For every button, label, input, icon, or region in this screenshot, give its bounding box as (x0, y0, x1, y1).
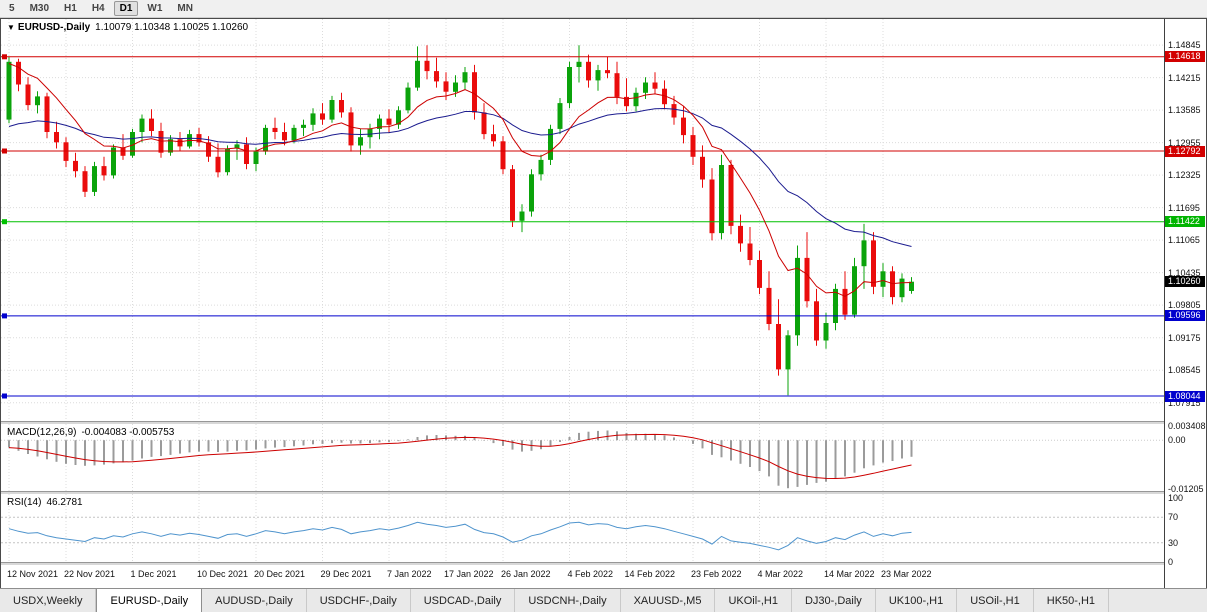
price-badge: 1.14618 (1165, 51, 1205, 63)
rsi-plot[interactable] (1, 494, 1164, 562)
date-label: 7 Jan 2022 (387, 569, 432, 579)
chart-tab-hk50-h1[interactable]: HK50-,H1 (1034, 589, 1110, 612)
timeframe-button-h4[interactable]: H4 (91, 3, 105, 14)
macd-indicator-panel[interactable]: MACD(12,26,9) -0.004083 -0.005753 (1, 424, 1164, 491)
chart-tab-usdcnh-daily[interactable]: USDCNH-,Daily (515, 589, 621, 612)
timeframe-button-d1[interactable]: D1 (113, 1, 139, 16)
chart-tab-usdx-weekly[interactable]: USDX,Weekly (0, 589, 97, 612)
date-label: 23 Feb 2022 (691, 569, 742, 579)
date-label: 14 Mar 2022 (824, 569, 875, 579)
price-axis-label: 1.11065 (1168, 235, 1200, 246)
price-axis-label: 1.10435 (1168, 267, 1201, 278)
date-label: 20 Dec 2021 (254, 569, 306, 579)
chart-tab-xauusd-m5[interactable]: XAUUSD-,M5 (621, 589, 716, 612)
macd-name: MACD(12,26,9) (7, 427, 77, 438)
rsi-name: RSI(14) (7, 497, 42, 508)
price-axis-label: 1.12955 (1168, 137, 1201, 148)
date-label: 23 Mar 2022 (881, 569, 932, 579)
chart-tab-usoil-h1[interactable]: USOil-,H1 (957, 589, 1034, 612)
rsi-current-value: 46.2781 (46, 497, 83, 508)
macd-axis-label: 0.003408 (1168, 421, 1206, 432)
price-badge: 1.12792 (1165, 145, 1205, 157)
macd-axis-label: -0.01205 (1168, 484, 1204, 495)
date-label: 29 Dec 2021 (320, 569, 372, 579)
date-label: 10 Dec 2021 (197, 569, 249, 579)
date-label: 17 Jan 2022 (444, 569, 494, 579)
chart-tab-audusd-daily[interactable]: AUDUSD-,Daily (202, 589, 307, 612)
price-axis-label: 1.11695 (1168, 202, 1200, 213)
macd-label: MACD(12,26,9) -0.004083 -0.005753 (7, 427, 174, 438)
rsi-label: RSI(14) 46.2781 (7, 497, 83, 508)
panel-separator[interactable] (1, 562, 1206, 565)
chart-tab-ukoil-h1[interactable]: UKOil-,H1 (715, 589, 792, 612)
price-badge: 1.08044 (1165, 390, 1205, 402)
price-axis[interactable]: 1.14845 1.14215 1.13585 1.12955 1.12325 1.116… (1164, 19, 1206, 588)
price-axis-label: 1.09805 (1168, 300, 1201, 311)
timeframe-button-mn[interactable]: MN (177, 3, 193, 14)
main-price-chart-panel[interactable]: ▼ EURUSD-,Daily 1.10079 1.10348 1.10025 1.… (1, 19, 1164, 421)
macd-plot[interactable] (1, 424, 1164, 491)
panel-separator[interactable] (1, 491, 1206, 494)
price-axis-label: 1.14215 (1168, 72, 1201, 83)
rsi-axis-label: 30 (1168, 537, 1179, 548)
collapse-triangle-icon[interactable]: ▼ (7, 23, 15, 32)
time-axis[interactable]: 12 Nov 2021 22 Nov 2021 1 Dec 2021 10 Dec 2… (1, 565, 1164, 589)
rsi-axis-label: 100 (1168, 493, 1184, 503)
date-label: 12 Nov 2021 (7, 569, 59, 579)
candlestick-plot[interactable] (1, 19, 1164, 421)
timeframe-button-h1[interactable]: H1 (64, 3, 77, 14)
date-label: 4 Mar 2022 (757, 569, 804, 579)
price-axis-label: 1.07915 (1168, 397, 1201, 408)
panel-separator[interactable] (1, 421, 1206, 424)
rsi-axis-label: 0 (1168, 557, 1174, 567)
date-label: 26 Jan 2022 (501, 569, 551, 579)
date-label: 4 Feb 2022 (567, 569, 614, 579)
price-axis-label: 1.08545 (1168, 365, 1201, 376)
timeframe-button-w1[interactable]: W1 (147, 3, 163, 14)
chart-tab-uk100-h1[interactable]: UK100-,H1 (876, 589, 958, 612)
chart-tabs-bar: USDX,Weekly EURUSD-,Daily AUDUSD-,Daily USD… (0, 588, 1207, 612)
chart-tab-dj30-daily[interactable]: DJ30-,Daily (792, 589, 876, 612)
chart-tab-usdcad-daily[interactable]: USDCAD-,Daily (411, 589, 516, 612)
rsi-axis-label: 70 (1168, 512, 1179, 523)
price-badge: 1.11422 (1165, 216, 1205, 228)
price-axis-label: 1.12325 (1168, 170, 1201, 181)
macd-axis-label: 0.00 (1168, 435, 1186, 446)
price-badge: 1.10260 (1165, 276, 1205, 288)
price-axis-label: 1.14845 (1168, 40, 1201, 51)
chart-tab-usdchf-daily[interactable]: USDCHF-,Daily (307, 589, 411, 612)
date-label: 1 Dec 2021 (130, 569, 177, 579)
timeframe-toolbar: 5 M30 H1 H4 D1 W1 MN (0, 0, 1207, 18)
rsi-indicator-panel[interactable]: RSI(14) 46.2781 (1, 494, 1164, 562)
price-badge: 1.09596 (1165, 310, 1205, 322)
macd-current-values: -0.004083 -0.005753 (81, 427, 175, 438)
price-axis-label: 1.13585 (1168, 105, 1201, 116)
chart-ohlc-values: 1.10079 1.10348 1.10025 1.10260 (95, 22, 249, 33)
chart-window: ▼ EURUSD-,Daily 1.10079 1.10348 1.10025 1.… (0, 18, 1207, 589)
timeframe-button-m30[interactable]: M30 (29, 3, 50, 14)
date-label: 14 Feb 2022 (624, 569, 676, 579)
chart-tab-eurusd-daily[interactable]: EURUSD-,Daily (96, 589, 203, 612)
price-axis-label: 1.09175 (1168, 332, 1201, 343)
timeframe-button-5[interactable]: 5 (9, 3, 15, 14)
chart-title: ▼ EURUSD-,Daily 1.10079 1.10348 1.10025 1.… (7, 22, 248, 33)
date-label: 22 Nov 2021 (64, 569, 116, 579)
chart-symbol-label: EURUSD-,Daily (17, 22, 91, 33)
